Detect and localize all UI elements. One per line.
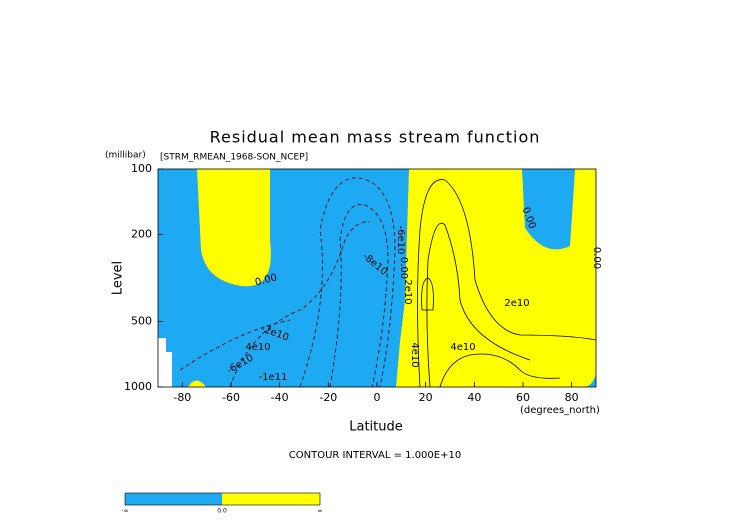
- field: [158, 169, 597, 388]
- y-tick-label: 100: [131, 162, 152, 175]
- colorbar-label: -∞: [121, 508, 128, 515]
- x-tick-label: -60: [222, 391, 240, 404]
- contour-label: 2e10: [504, 298, 529, 309]
- x-tick-label: 40: [467, 391, 481, 404]
- subtitle: [STRM_RMEAN_1968-SON_NCEP]: [160, 153, 308, 163]
- y-tick-label: 500: [131, 314, 152, 327]
- x-tick-label: 0: [374, 391, 381, 404]
- x-tick-label: -80: [173, 391, 191, 404]
- contour-label: 0.00: [398, 257, 409, 279]
- x-tick-label: 20: [419, 391, 433, 404]
- contour-label: 4e10: [245, 342, 270, 353]
- contour-label: 0.00: [591, 247, 602, 269]
- positive-region: [197, 169, 271, 287]
- colorbar-positive: [222, 493, 320, 505]
- colorbar-label: 0.0: [217, 508, 227, 515]
- colorbar-label: ∞: [318, 508, 323, 515]
- x-tick-label: -20: [319, 391, 337, 404]
- colorbar-negative: [125, 493, 222, 505]
- contour-lines: [179, 177, 597, 388]
- colorbar-frame: [124, 492, 321, 506]
- y-units: (millibar): [105, 151, 146, 161]
- x-tick-label: 60: [516, 391, 530, 404]
- y-tick-label: 200: [131, 228, 152, 241]
- y-tick-label: 1000: [124, 380, 152, 393]
- x-axis-label: Latitude: [349, 420, 403, 435]
- y-axis-label: Level: [111, 261, 126, 295]
- contour-label: -6e10: [395, 226, 406, 255]
- x-tick-label: 80: [565, 391, 579, 404]
- contour-label: 2e10: [402, 279, 413, 304]
- positive-region: [188, 380, 206, 387]
- missing-region: [158, 338, 172, 387]
- positive-region: [396, 169, 596, 387]
- contour-label: 4e10: [409, 342, 420, 367]
- contour-label: -1e11: [259, 372, 288, 383]
- chart-title: Residual mean mass stream function: [210, 128, 541, 147]
- x-tick-label: -40: [271, 391, 289, 404]
- footer: CONTOUR INTERVAL = 1.000E+10: [289, 450, 461, 461]
- x-units: (degrees_north): [520, 405, 600, 416]
- contour-label: 4e10: [450, 342, 475, 353]
